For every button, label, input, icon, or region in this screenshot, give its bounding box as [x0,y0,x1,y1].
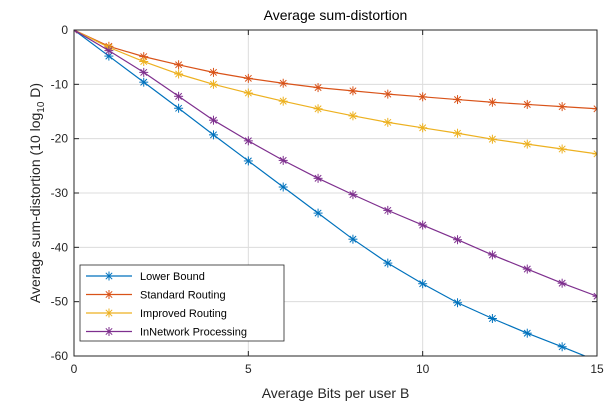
data-point-improved-routing [278,96,288,106]
data-point-improved-routing [348,111,358,121]
series-standard-routing [74,30,597,114]
x-tick-label: 5 [245,362,252,376]
data-point-improved-routing [487,134,497,144]
data-point-standard-routing [174,60,184,70]
y-tick-label: -10 [51,77,69,91]
legend-label: Improved Routing [140,308,227,320]
data-point-lower-bound [174,103,184,113]
y-tick-label: -60 [51,349,69,363]
data-point-standard-routing [592,104,597,114]
y-tick-label: -20 [51,132,69,146]
series-innetwork-processing [74,30,597,301]
data-point-lower-bound [243,156,253,166]
data-point-lower-bound [383,258,393,268]
legend-marker-standard-routing [104,290,114,299]
data-point-improved-routing [383,117,393,127]
data-point-standard-routing [557,102,567,112]
data-point-standard-routing [243,73,253,83]
y-tick-label: -50 [51,295,69,309]
data-point-lower-bound [278,182,288,192]
data-point-lower-bound [313,208,323,218]
data-point-innetwork-processing [104,46,114,56]
y-axis-label-subscript: 10 [36,101,47,113]
legend-entry-standard-routing: Standard Routing [86,290,226,302]
data-point-improved-routing [208,79,218,89]
legend-box [79,264,285,342]
data-point-standard-routing [418,92,428,102]
data-point-lower-bound [104,51,114,61]
data-point-innetwork-processing [592,291,597,301]
data-point-innetwork-processing [557,278,567,288]
data-point-standard-routing [522,99,532,109]
data-point-standard-routing [453,95,463,105]
legend-entry-lower-bound: Lower Bound [86,271,205,283]
series-improved-routing [74,30,597,159]
series-layer [74,30,597,356]
data-point-innetwork-processing [208,115,218,125]
data-point-innetwork-processing [174,91,184,101]
data-point-lower-bound [487,314,497,324]
data-point-standard-routing [487,97,497,107]
data-point-standard-routing [313,83,323,93]
y-tick-label: -40 [51,240,69,254]
y-tick-label: -30 [51,186,69,200]
legend-label: Standard Routing [140,290,226,302]
y-axis-label-suffix: D) [27,83,43,102]
legend-label: Lower Bound [140,271,205,283]
data-point-standard-routing [383,89,393,99]
data-point-improved-routing [313,104,323,114]
data-point-innetwork-processing [313,173,323,183]
data-point-innetwork-processing [139,67,149,77]
series-line-standard-routing [74,30,597,110]
data-point-standard-routing [278,78,288,88]
data-point-lower-bound [418,279,428,289]
data-point-improved-routing [418,123,428,133]
y-tick-label: 0 [61,23,68,37]
data-point-lower-bound [522,328,532,338]
legend-marker-lower-bound [104,271,114,281]
data-point-standard-routing [348,86,358,96]
data-point-innetwork-processing [453,235,463,245]
series-lower-bound [74,30,587,356]
data-point-improved-routing [453,128,463,138]
data-point-innetwork-processing [383,205,393,215]
legend-entry-improved-routing: Improved Routing [86,308,227,320]
data-point-improved-routing [174,69,184,79]
data-point-innetwork-processing [348,190,358,200]
series-line-improved-routing [74,30,597,155]
y-axis-label: Average sum-distortion (10 log10 D) [27,83,47,303]
data-point-innetwork-processing [418,220,428,230]
data-point-lower-bound [453,298,463,308]
y-axis-label-prefix: Average sum-distortion (10 log [27,113,43,303]
data-point-standard-routing [208,67,218,77]
data-point-lower-bound [208,130,218,140]
x-axis-label: Average Bits per user B [262,385,410,401]
data-point-innetwork-processing [74,30,79,35]
legend-label: InNetwork Processing [140,327,247,339]
x-tick-label: 15 [590,362,604,376]
data-point-improved-routing [522,139,532,149]
data-point-improved-routing [139,57,149,67]
data-point-innetwork-processing [487,250,497,260]
legend-marker-improved-routing [104,308,114,318]
series-line-lower-bound [74,30,587,356]
data-point-improved-routing [243,88,253,98]
chart-title: Average sum-distortion [264,7,408,23]
legend-entry-innetwork-processing: InNetwork Processing [86,327,247,339]
data-point-lower-bound [557,342,567,352]
data-point-innetwork-processing [522,264,532,274]
data-point-innetwork-processing [278,155,288,165]
legend-marker-innetwork-processing [104,327,114,336]
x-tick-label: 10 [416,362,430,376]
axis-ticks: 0 5 10 15 0 -10 -20 -30 -40 -50 -60 [51,23,604,376]
data-point-improved-routing [557,144,567,154]
data-point-lower-bound [348,234,358,244]
data-point-lower-bound [139,77,149,87]
x-tick-label: 0 [71,362,78,376]
data-point-innetwork-processing [243,136,253,146]
legend: Lower Bound Standard Routing Improved Rout… [79,264,285,342]
data-point-improved-routing [592,149,597,159]
series-line-innetwork-processing [74,30,597,297]
